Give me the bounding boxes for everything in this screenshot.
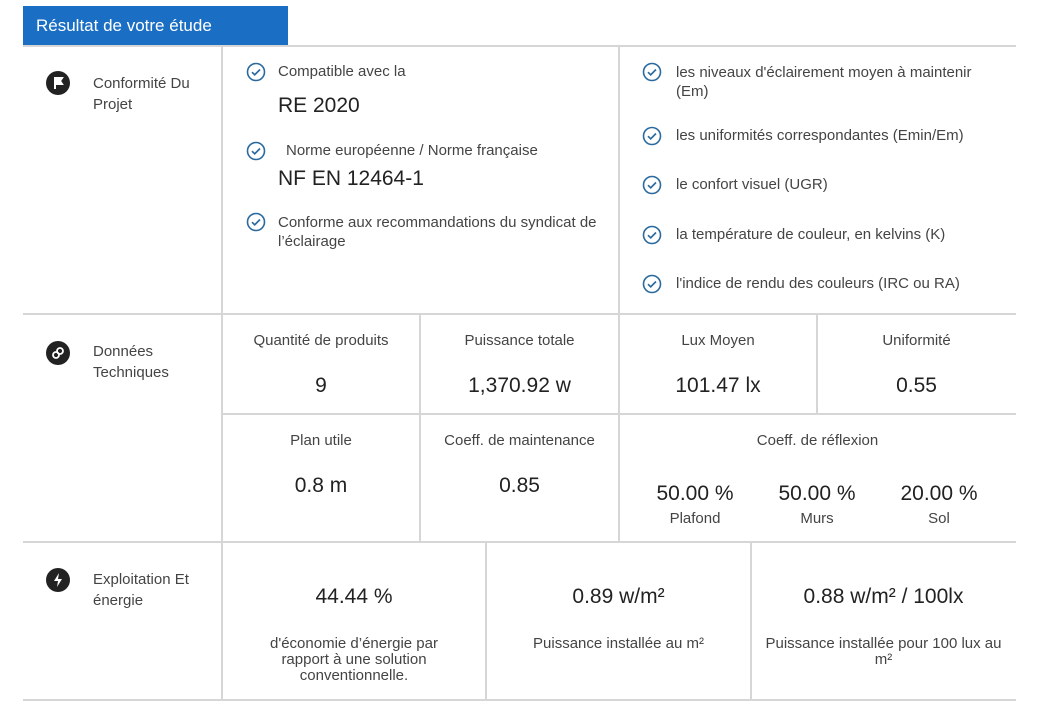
divider xyxy=(419,314,421,542)
check-icon xyxy=(246,62,266,82)
section-label: Données Techniques xyxy=(93,343,169,381)
cell-label: Coeff. de réflexion xyxy=(756,432,879,449)
surface-label: Plafond xyxy=(669,510,721,527)
cell-label: Puissance installée pour 100 lux au m² xyxy=(765,635,1002,668)
section-label: Conformité Du Projet xyxy=(93,75,190,113)
cell-value: 1,370.92 w xyxy=(468,374,571,397)
surface-value: 50.00 % xyxy=(656,482,734,505)
item-value: RE 2020 xyxy=(278,94,360,117)
section-label: Exploitation Et énergie xyxy=(93,571,189,609)
criterion: les niveaux d'éclairement moyen à mainte… xyxy=(676,64,972,100)
cell-value: 0.89 w/m² xyxy=(572,585,665,608)
criterion: la température de couleur, en kelvins (K… xyxy=(676,226,946,243)
divider xyxy=(23,699,1016,701)
criterion: les uniformités correspondantes (Emin/Em… xyxy=(676,127,964,144)
divider xyxy=(485,542,487,700)
cell-value: 44.44 % xyxy=(315,585,393,608)
criterion: l'indice de rendu des couleurs (IRC ou R… xyxy=(676,275,960,292)
item-text: Compatible avec la xyxy=(278,63,406,80)
cell-value: 101.47 lx xyxy=(675,374,761,397)
surface-value: 50.00 % xyxy=(778,482,856,505)
cell-value: 9 xyxy=(315,374,327,397)
cell-label: Quantité de produits xyxy=(253,332,389,349)
check-icon xyxy=(642,274,662,294)
header-tab: Résultat de votre étude xyxy=(23,6,288,46)
cell-label: d'économie d’énergie par rapport à une s… xyxy=(270,635,438,684)
cell-value: 0.8 m xyxy=(294,474,348,497)
check-icon xyxy=(642,62,662,82)
check-icon xyxy=(246,141,266,161)
cell-value: 0.85 xyxy=(499,474,540,497)
divider xyxy=(816,314,818,414)
flag-icon xyxy=(46,71,70,95)
cell-label: Puissance installée au m² xyxy=(533,635,704,652)
cell-value: 0.55 xyxy=(896,374,937,397)
item-text: Conforme aux recommandations du syndicat… xyxy=(278,214,597,250)
cell-label: Uniformité xyxy=(882,332,951,349)
divider xyxy=(23,541,1016,543)
divider xyxy=(618,46,620,542)
item-value: NF EN 12464-1 xyxy=(278,167,424,190)
header-title: Résultat de votre étude xyxy=(36,16,212,35)
check-icon xyxy=(642,126,662,146)
item-text: Norme européenne / Norme française xyxy=(286,142,538,159)
cell-label: Puissance totale xyxy=(464,332,575,349)
divider xyxy=(23,45,1016,47)
divider xyxy=(23,313,1016,315)
surface-label: Sol xyxy=(928,510,950,527)
divider xyxy=(750,542,752,700)
check-icon xyxy=(642,225,662,245)
cell-label: Plan utile xyxy=(290,432,352,449)
cell-label: Coeff. de maintenance xyxy=(444,432,595,449)
cell-value: 0.88 w/m² / 100lx xyxy=(803,585,964,608)
cell-label: Lux Moyen xyxy=(681,332,755,349)
link-icon xyxy=(46,341,70,365)
surface-value: 20.00 % xyxy=(900,482,978,505)
energy-icon xyxy=(46,568,70,592)
criterion: le confort visuel (UGR) xyxy=(676,176,828,193)
check-icon xyxy=(642,175,662,195)
surface-label: Murs xyxy=(800,510,834,527)
check-icon xyxy=(246,212,266,232)
divider xyxy=(221,46,223,700)
